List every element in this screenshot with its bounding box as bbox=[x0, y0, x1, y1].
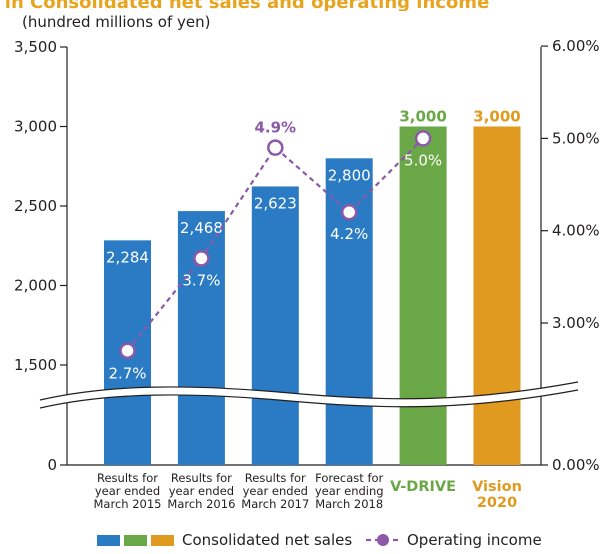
category-label: March 2016 bbox=[167, 497, 235, 511]
operating-income-point bbox=[119, 342, 136, 359]
legend-marker-operating-income bbox=[377, 534, 389, 546]
axis-break-line-lower bbox=[39, 389, 579, 409]
right-axis-tick-label: 4.00% bbox=[552, 222, 600, 240]
legend-swatch-sales bbox=[124, 535, 147, 546]
legend-swatch-sales bbox=[151, 535, 174, 546]
category-label: Results for bbox=[171, 471, 232, 485]
category-label: V-DRIVE bbox=[390, 479, 456, 495]
sales-bar bbox=[177, 211, 225, 465]
operating-income-point bbox=[193, 250, 210, 267]
operating-income-value-label: 2.7% bbox=[108, 365, 146, 383]
category-label: March 2017 bbox=[241, 497, 309, 511]
category-label: Results for bbox=[245, 471, 306, 485]
sales-bar-value-label: 2,800 bbox=[328, 166, 371, 184]
right-axis-tick-label: 6.00% bbox=[552, 37, 600, 55]
right-axis-tick-label: 0.00% bbox=[552, 456, 600, 474]
operating-income-point bbox=[414, 130, 432, 147]
category-label: 2020 bbox=[477, 495, 517, 511]
sales-bar-value-label: 3,000 bbox=[473, 108, 520, 126]
category-label: year ending bbox=[315, 484, 384, 498]
right-axis-tick-label: 3.00% bbox=[552, 314, 600, 332]
left-axis-tick-label: 3,000 bbox=[14, 118, 57, 136]
left-axis-tick-label: 2,500 bbox=[14, 197, 57, 215]
axis-break-line-upper bbox=[39, 381, 579, 401]
left-axis-tick-label: 2,000 bbox=[14, 277, 57, 295]
legend-label-sales: Consolidated net sales bbox=[182, 531, 352, 549]
left-axis-unit-label: (hundred millions of yen) bbox=[22, 13, 211, 31]
left-axis-tick-label: 0 bbox=[47, 456, 57, 474]
legend-label-operating-income: Operating income bbox=[407, 531, 542, 549]
operating-income-point bbox=[340, 203, 358, 221]
sales-bar bbox=[473, 126, 521, 465]
sales-bar-value-label: 2,284 bbox=[106, 248, 149, 266]
sales-bar bbox=[251, 186, 299, 465]
left-axis-tick-label: 3,500 bbox=[14, 38, 57, 56]
sales-bar bbox=[399, 126, 447, 465]
legend-swatch-sales bbox=[97, 535, 120, 546]
chart-title: Trends in Consolidated net sales and ope… bbox=[0, 0, 489, 13]
category-label: year ended bbox=[243, 484, 308, 498]
category-label: year ended bbox=[95, 484, 160, 498]
sales-bar-value-label: 2,468 bbox=[180, 219, 223, 237]
operating-income-value-label: 3.7% bbox=[182, 271, 220, 289]
category-label: March 2015 bbox=[94, 497, 162, 511]
sales-bar-value-label: 3,000 bbox=[399, 108, 446, 126]
category-label: Results for bbox=[97, 471, 158, 485]
category-label: Forecast for bbox=[315, 471, 383, 485]
operating-income-value-label: 4.9% bbox=[254, 119, 296, 137]
sales-bar-value-label: 2,623 bbox=[254, 194, 297, 212]
right-axis-tick-label: 5.00% bbox=[552, 129, 600, 147]
operating-income-value-label: 4.2% bbox=[330, 225, 368, 243]
operating-income-value-label: 5.0% bbox=[404, 151, 442, 169]
category-label: Vision bbox=[472, 479, 522, 495]
category-label: year ended bbox=[169, 484, 234, 498]
left-axis-tick-label: 1,500 bbox=[14, 356, 57, 374]
category-label: March 2018 bbox=[315, 497, 383, 511]
operating-income-point bbox=[267, 139, 284, 156]
